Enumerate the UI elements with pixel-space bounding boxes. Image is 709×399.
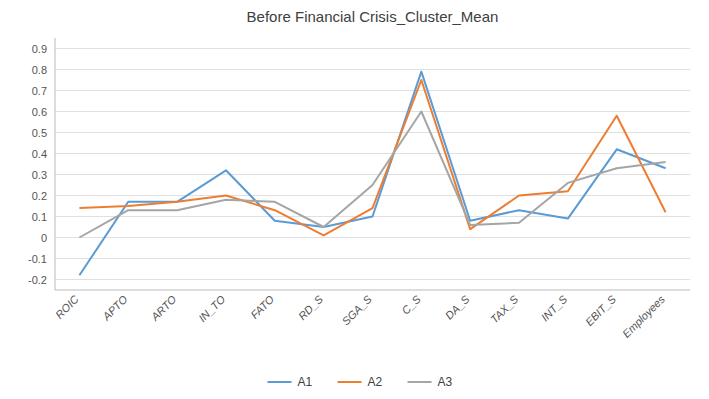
y-tick-label: 0.1: [32, 211, 47, 223]
series-line: [79, 72, 665, 276]
grid-line: [55, 111, 690, 112]
grid-line: [55, 258, 690, 259]
grid-line: [55, 195, 690, 196]
legend: A1 A2 A3: [268, 375, 453, 389]
y-tick-label: 0.8: [32, 64, 47, 76]
legend-swatch: [268, 381, 292, 383]
x-tick-label: Employees: [620, 293, 667, 340]
series-line: [79, 112, 665, 238]
legend-label: A1: [298, 375, 313, 389]
x-tick-label: ROIC: [53, 293, 81, 321]
y-tick-label: 0.6: [32, 106, 47, 118]
chart: Before Financial Crisis_Cluster_Mean -0.2…: [0, 0, 709, 399]
x-tick-label: TAX_S: [488, 292, 521, 325]
y-tick-label: 0.7: [32, 85, 47, 97]
legend-label: A3: [438, 375, 453, 389]
y-tick-label: 0.3: [32, 169, 47, 181]
x-tick-label: INT_S: [539, 292, 570, 323]
y-tick-label: 0.4: [32, 148, 47, 160]
x-tick-label: EBIT_S: [583, 292, 619, 328]
x-tick-label: SGA_S: [339, 292, 374, 327]
grid-line: [55, 279, 690, 280]
x-tick-label: ARTO: [148, 293, 179, 324]
y-tick-label: 0.5: [32, 127, 47, 139]
y-tick-label: 0: [41, 232, 47, 244]
legend-swatch: [338, 381, 362, 383]
legend-label: A2: [368, 375, 383, 389]
x-tick-label: C_S: [399, 292, 423, 316]
grid-line: [55, 90, 690, 91]
legend-swatch: [408, 381, 432, 383]
y-tick-label: -0.2: [28, 274, 47, 286]
grid-line: [55, 153, 690, 154]
x-tick-label: APTO: [99, 293, 130, 324]
grid-line: [55, 237, 690, 238]
title: Before Financial Crisis_Cluster_Mean: [247, 8, 499, 25]
grid-line: [55, 69, 690, 70]
y-axis-line: [55, 38, 56, 290]
x-tick-label: RD_S: [296, 292, 326, 322]
y-tick-label: 0.9: [32, 43, 47, 55]
y-tick-label: 0.2: [32, 190, 47, 202]
grid-line: [55, 132, 690, 133]
x-tick-label: FATO: [248, 293, 276, 321]
x-tick-label: DA_S: [443, 292, 472, 321]
x-axis-line: [55, 290, 690, 291]
series-group: [79, 72, 665, 276]
x-tick-label: IN_TO: [196, 293, 228, 325]
y-tick-label: -0.1: [28, 253, 47, 265]
series-line: [79, 80, 665, 235]
grid: [55, 49, 690, 280]
grid-line: [55, 48, 690, 49]
